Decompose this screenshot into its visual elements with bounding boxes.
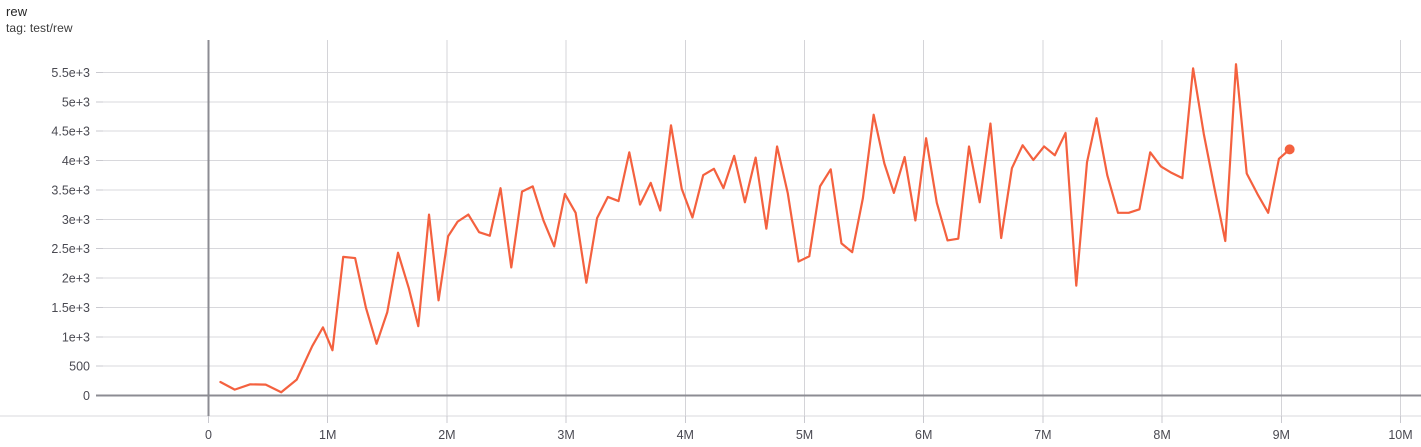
series-line-test-rew[interactable] — [219, 63, 1291, 394]
y-tick-label: 5.5e+3 — [51, 66, 90, 80]
y-axis-tick-labels: 0 500 1e+3 1.5e+3 2e+3 2.5e+3 3e+3 3.5e+3 4e+3 4.… — [51, 66, 90, 403]
x-tick-label: 10M — [1388, 428, 1412, 442]
y-tick-label: 3e+3 — [62, 213, 90, 227]
vertical-gridlines — [0, 40, 1421, 417]
y-tick-label: 5e+3 — [62, 95, 90, 109]
y-tick-label: 0 — [83, 389, 90, 403]
x-tick-label: 6M — [915, 428, 932, 442]
y-tick-label: 4.5e+3 — [51, 125, 90, 139]
y-tick-label: 2e+3 — [62, 272, 90, 286]
y-tick-label: 1e+3 — [62, 330, 90, 344]
x-tick-label: 2M — [438, 428, 455, 442]
x-tick-label: 9M — [1273, 428, 1290, 442]
y-tick-label: 2.5e+3 — [51, 242, 90, 256]
x-tick-label: 7M — [1034, 428, 1051, 442]
y-tick-label: 500 — [69, 360, 90, 374]
y-tick-label: 1.5e+3 — [51, 301, 90, 315]
x-tick-label: 5M — [796, 428, 813, 442]
x-axis-tick-labels: 0 1M 2M 3M 4M 5M 6M 7M 8M 9M 10M — [205, 428, 1413, 442]
x-tick-label: 0 — [205, 428, 212, 442]
axis-tickmarks — [96, 71, 1401, 423]
y-tick-label: 4e+3 — [62, 154, 90, 168]
y-tick-label: 3.5e+3 — [51, 183, 90, 197]
x-tick-label: 8M — [1153, 428, 1170, 442]
x-tick-label: 1M — [319, 428, 336, 442]
series-endpoint-marker[interactable] — [1284, 144, 1295, 155]
x-tick-label: 3M — [557, 428, 574, 442]
horizontal-gridlines — [96, 71, 1421, 367]
chart-tag-label: tag: test/rew — [6, 21, 73, 35]
page-title: rew — [6, 4, 28, 19]
x-tick-label: 4M — [677, 428, 694, 442]
